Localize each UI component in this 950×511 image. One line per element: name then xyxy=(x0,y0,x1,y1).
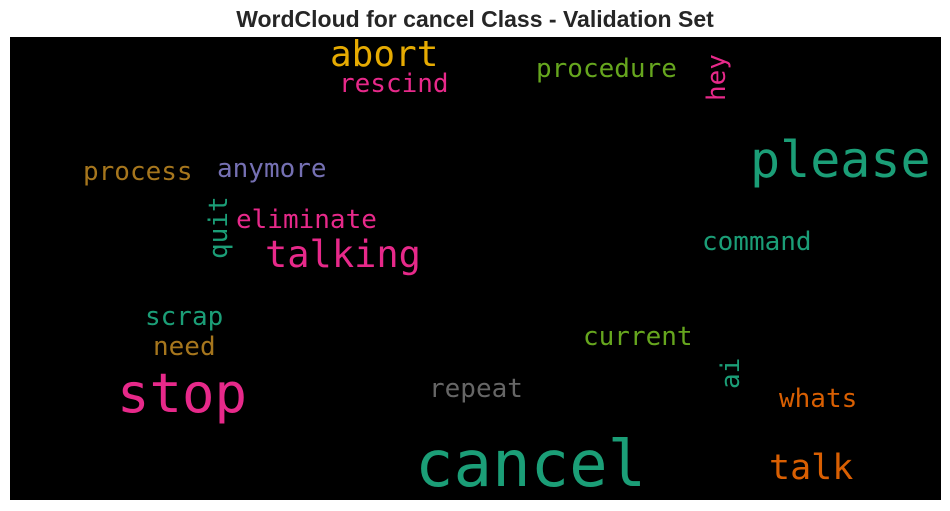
word-rescind: rescind xyxy=(339,69,449,99)
word-ai: ai xyxy=(716,357,746,389)
word-quit: quit xyxy=(204,196,234,259)
wordcloud-canvas: cancel stop please talking abort talk re… xyxy=(10,37,941,500)
word-talking: talking xyxy=(265,233,421,276)
word-please: please xyxy=(750,131,931,189)
word-cancel: cancel xyxy=(415,428,647,500)
word-process: process xyxy=(83,157,193,187)
word-eliminate: eliminate xyxy=(236,205,377,235)
word-abort: abort xyxy=(330,37,439,75)
word-procedure: procedure xyxy=(536,54,677,84)
word-whats: whats xyxy=(779,384,858,414)
word-need: need xyxy=(153,332,216,362)
word-repeat: repeat xyxy=(429,374,523,404)
word-hey: hey xyxy=(702,54,732,101)
word-stop: stop xyxy=(117,362,248,425)
word-anymore: anymore xyxy=(217,154,327,184)
word-scrap: scrap xyxy=(145,302,224,332)
word-talk: talk xyxy=(769,448,854,488)
word-current: current xyxy=(583,322,693,352)
figure-title: WordCloud for cancel Class - Validation … xyxy=(236,6,714,32)
word-command: command xyxy=(702,227,812,257)
